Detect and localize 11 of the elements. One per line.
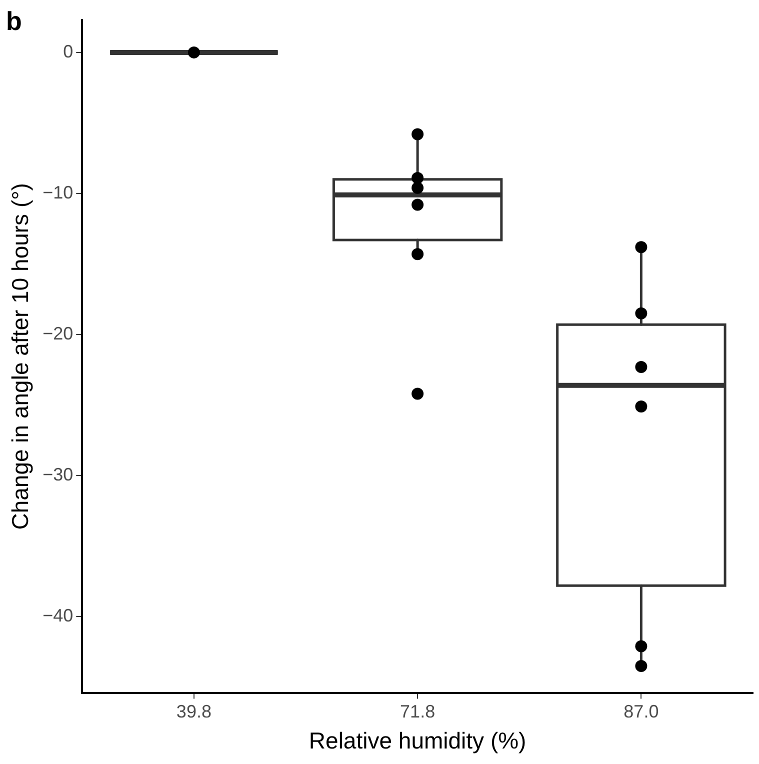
y-tick-label: 0	[63, 41, 74, 62]
y-tick-label: −40	[42, 606, 74, 626]
y-tick-label: −10	[42, 182, 74, 202]
y-tick-label: −20	[42, 324, 74, 344]
y-tick-label: −30	[42, 464, 74, 485]
x-tick-label: 87.0	[624, 702, 659, 722]
x-tick-label: 71.8	[400, 702, 436, 722]
text: b	[6, 6, 22, 37]
x-axis-title: Relative humidity (%)	[308, 728, 526, 754]
x-tick-label: 39.8	[176, 702, 212, 722]
y-axis-title: Change in angle after 10 hours (°)	[7, 183, 34, 530]
